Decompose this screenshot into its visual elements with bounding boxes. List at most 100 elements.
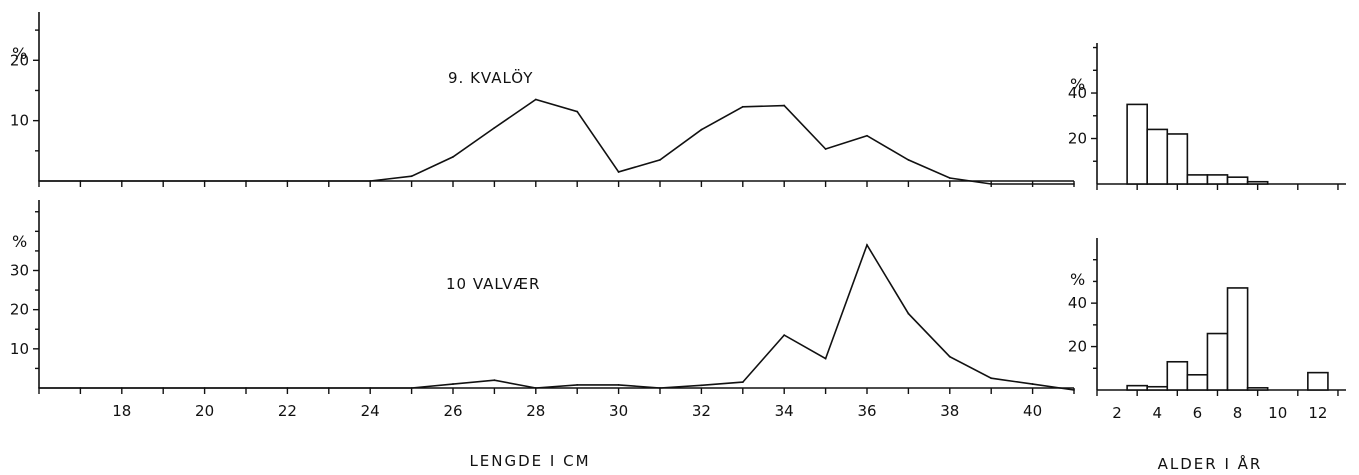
x-tick-label: 26 xyxy=(443,402,462,420)
data-point xyxy=(1073,389,1075,391)
data-point xyxy=(493,379,496,382)
x-tick-label: 24 xyxy=(361,402,380,420)
data-point xyxy=(824,148,827,150)
x-tick-label: 34 xyxy=(775,402,794,420)
length-axis-title: LENGDE I CM xyxy=(469,452,590,470)
y-unit-label: % xyxy=(12,232,27,251)
data-point xyxy=(79,387,82,389)
bar xyxy=(1166,133,1189,185)
bar xyxy=(1206,332,1229,391)
data-point xyxy=(286,387,289,389)
data-point xyxy=(576,383,579,386)
x-tick-label: 32 xyxy=(692,402,711,420)
bar xyxy=(1146,128,1169,185)
data-point xyxy=(700,128,703,131)
data-point xyxy=(120,387,123,389)
data-point xyxy=(948,355,951,358)
data-point xyxy=(990,377,993,380)
y-unit-label: % xyxy=(1070,75,1085,94)
y-tick-label: 10 xyxy=(10,112,29,130)
data-point xyxy=(659,158,661,161)
x-tick-label: 22 xyxy=(278,402,297,420)
data-point xyxy=(327,180,330,182)
x-tick-label: 12 xyxy=(1308,404,1327,422)
bar xyxy=(1226,287,1249,391)
y-tick-label: 30 xyxy=(10,262,29,280)
data-point xyxy=(741,381,744,384)
data-point xyxy=(203,387,206,389)
data-point xyxy=(493,126,496,129)
bar xyxy=(1246,180,1269,185)
x-tick-label: 18 xyxy=(112,402,131,420)
x-tick-label: 28 xyxy=(526,402,545,420)
data-point xyxy=(866,244,868,246)
data-point xyxy=(369,180,372,182)
y-tick-label: 20 xyxy=(1068,130,1087,148)
bar xyxy=(1126,384,1149,391)
x-tick-label: 36 xyxy=(857,402,876,420)
data-point xyxy=(79,180,82,182)
data-point xyxy=(783,104,786,107)
x-tick-label: 30 xyxy=(609,402,628,420)
data-point xyxy=(410,175,413,178)
data-point xyxy=(617,383,620,386)
data-point xyxy=(452,155,454,158)
bar xyxy=(1166,360,1189,391)
data-point xyxy=(1031,183,1034,185)
y-tick-label: 20 xyxy=(10,301,29,319)
data-point xyxy=(741,105,744,108)
data-point xyxy=(783,334,786,337)
panel-title: 9. KVALÖY xyxy=(448,68,533,87)
y-unit-label: % xyxy=(1070,270,1085,289)
chart-length-valvaer: % 10 20 30 18 20 22 24 26 28 30 32 34 36 38 40 10 VALVÆR xyxy=(10,200,1075,420)
bar xyxy=(1206,174,1229,185)
data-point xyxy=(866,134,868,137)
data-point xyxy=(162,387,165,389)
data-point xyxy=(120,180,123,182)
bar xyxy=(1126,103,1149,185)
data-point xyxy=(534,98,537,101)
chart-length-kvaloy: % 10 20 9. KVALÖY xyxy=(10,12,1075,187)
data-point xyxy=(907,312,910,315)
data-point xyxy=(245,180,247,182)
x-tick-label: 10 xyxy=(1268,404,1287,422)
chart-age-valvaer: % 20 40 2 4 6 8 10 12 xyxy=(1068,238,1346,422)
bar xyxy=(1307,371,1329,391)
y-unit-label: % xyxy=(12,44,27,63)
data-point xyxy=(576,110,579,113)
data-point xyxy=(38,387,40,389)
data-point xyxy=(948,177,951,179)
age-axis-title: ALDER I ÅR xyxy=(1158,454,1263,473)
data-point xyxy=(410,387,413,389)
bar xyxy=(1226,176,1249,185)
x-tick-label: 8 xyxy=(1233,404,1243,422)
bar xyxy=(1186,373,1209,391)
data-point xyxy=(286,180,289,182)
data-point xyxy=(203,180,206,182)
data-point xyxy=(700,384,703,387)
data-point xyxy=(990,183,993,185)
data-point xyxy=(38,180,40,182)
panel-title: 10 VALVÆR xyxy=(446,275,540,293)
data-point xyxy=(327,387,330,389)
series-line xyxy=(39,98,1074,185)
data-point xyxy=(162,180,165,182)
x-tick-label: 4 xyxy=(1152,404,1162,422)
bar xyxy=(1186,174,1209,185)
y-tick-label: 20 xyxy=(1068,338,1087,356)
x-tick-label: 40 xyxy=(1023,402,1042,420)
data-point xyxy=(245,387,247,389)
bar xyxy=(1146,385,1169,391)
data-point xyxy=(534,387,537,389)
data-point xyxy=(1073,183,1075,185)
data-point xyxy=(452,383,454,385)
data-point xyxy=(907,158,910,161)
chart-age-kvaloy: % 20 40 xyxy=(1068,43,1346,190)
data-point xyxy=(659,387,661,389)
y-tick-label: 10 xyxy=(10,340,29,358)
x-tick-label: 20 xyxy=(195,402,214,420)
data-point xyxy=(824,357,827,360)
data-point xyxy=(617,171,620,173)
x-tick-label: 38 xyxy=(940,402,959,420)
